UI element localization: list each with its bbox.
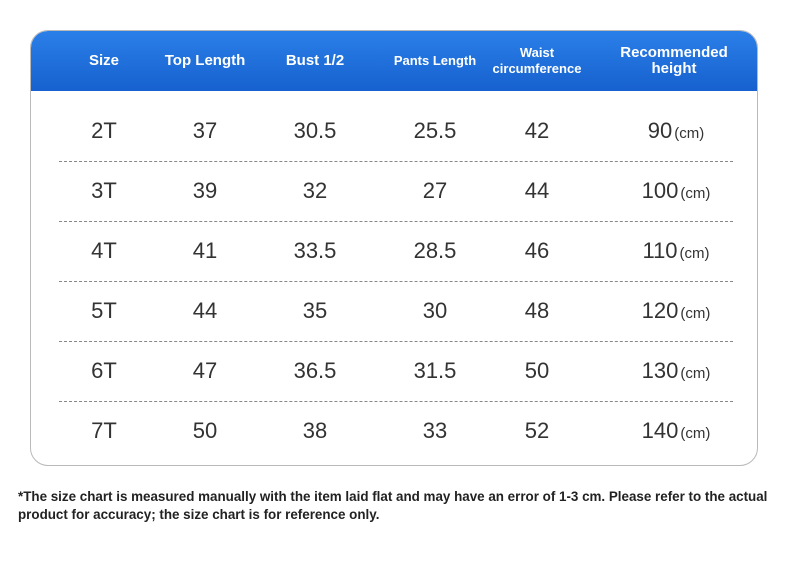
height-value: 110 xyxy=(642,238,678,263)
cell: 33.5 xyxy=(293,238,337,263)
height-value: 90 xyxy=(647,118,673,143)
row-separator xyxy=(59,281,733,282)
cell: 47 xyxy=(192,358,218,383)
cell: 50 xyxy=(524,358,550,383)
cell: 3T xyxy=(91,178,117,203)
height-value: 140 xyxy=(641,418,679,443)
row-separator xyxy=(59,161,733,162)
column-header: Bust 1/2 xyxy=(285,52,345,69)
cell: 4T xyxy=(91,238,117,263)
cell: 44 xyxy=(192,298,218,323)
cell: 5T xyxy=(91,298,117,323)
cell: 41 xyxy=(192,238,218,263)
cell: 39 xyxy=(192,178,218,203)
height-value: 100 xyxy=(641,178,679,203)
cell: 6T xyxy=(91,358,117,383)
cell: 50 xyxy=(192,418,218,443)
row-separator xyxy=(59,401,733,402)
cell: 37 xyxy=(192,118,218,143)
column-header: Recommended height xyxy=(620,44,728,77)
height-unit: (cm) xyxy=(674,125,705,142)
cell: 52 xyxy=(524,418,550,443)
size-table: Size Top Length Bust 1/2 Pants Length Waist … xyxy=(30,30,758,466)
row-separator xyxy=(59,221,733,222)
height-unit: (cm) xyxy=(680,185,711,202)
row-separator xyxy=(59,341,733,342)
footnote: *The size chart is measured manually wit… xyxy=(18,489,768,522)
column-header: Waist circumference xyxy=(492,45,582,76)
height-cell: 130 (cm) xyxy=(642,358,711,384)
column-header: Pants Length xyxy=(393,53,477,68)
cell: 2T xyxy=(91,118,117,143)
cell: 46 xyxy=(524,238,550,263)
cell: 30.5 xyxy=(293,118,337,143)
height-value: 130 xyxy=(641,358,679,383)
cell: 33 xyxy=(422,418,448,443)
cell: 28.5 xyxy=(413,238,457,263)
height-cell: 120 (cm) xyxy=(642,298,711,324)
height-unit: (cm) xyxy=(680,305,711,322)
height-cell: 100 (cm) xyxy=(642,178,711,204)
cell: 25.5 xyxy=(413,118,457,143)
height-cell: 90 (cm) xyxy=(648,118,704,144)
height-unit: (cm) xyxy=(679,245,710,262)
column-header: Size xyxy=(88,52,120,69)
height-cell: 140 (cm) xyxy=(642,418,711,444)
cell: 30 xyxy=(422,298,448,323)
header-band xyxy=(31,31,757,91)
cell: 48 xyxy=(524,298,550,323)
height-value: 120 xyxy=(641,298,679,323)
column-header: Top Length xyxy=(164,52,246,69)
cell: 35 xyxy=(302,298,328,323)
cell: 31.5 xyxy=(413,358,457,383)
cell: 44 xyxy=(524,178,550,203)
height-cell: 110 (cm) xyxy=(642,238,709,264)
cell: 27 xyxy=(422,178,448,203)
cell: 32 xyxy=(302,178,328,203)
cell: 42 xyxy=(524,118,550,143)
height-unit: (cm) xyxy=(680,365,711,382)
cell: 36.5 xyxy=(293,358,337,383)
height-unit: (cm) xyxy=(680,425,711,442)
cell: 7T xyxy=(91,418,117,443)
cell: 38 xyxy=(302,418,328,443)
